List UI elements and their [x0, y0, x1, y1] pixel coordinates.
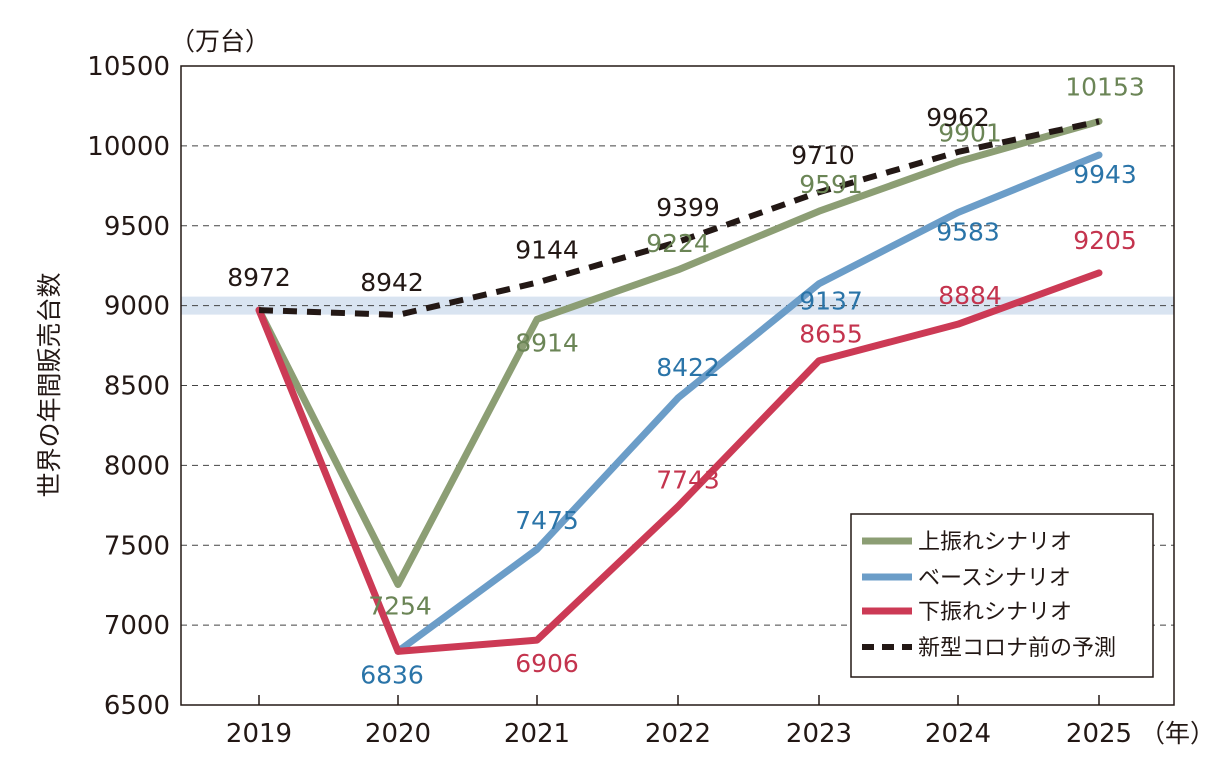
data-label: 9399 — [656, 193, 720, 222]
data-label: 8942 — [360, 268, 424, 297]
y-tick-label: 10500 — [87, 52, 170, 82]
data-label: 10153 — [1065, 72, 1145, 101]
y-tick-label: 10000 — [87, 132, 170, 162]
y-tick-label: 7500 — [104, 531, 170, 561]
y-tick-label: 9500 — [104, 212, 170, 242]
data-label: 9901 — [938, 119, 1002, 148]
data-label: 9710 — [791, 141, 855, 170]
data-label: 9205 — [1073, 226, 1137, 255]
series-line-1 — [394, 151, 1103, 655]
data-label: 7475 — [515, 506, 579, 535]
data-label: 9224 — [646, 229, 710, 258]
data-label: 8972 — [227, 263, 291, 292]
data-label: 9583 — [936, 217, 1000, 246]
data-label: 9137 — [799, 287, 863, 316]
y-tick-label: 8500 — [104, 372, 170, 402]
legend-label: ベースシナリオ — [918, 566, 1071, 591]
x-tick-label: 2024 — [925, 719, 991, 749]
x-unit-label: （年） — [1140, 719, 1215, 748]
y-tick-label: 9000 — [104, 292, 170, 322]
data-label: 9943 — [1073, 160, 1137, 189]
x-tick-label: 2019 — [226, 719, 292, 749]
y-axis-title: 世界の年間販売台数 — [35, 272, 64, 497]
data-label: 7254 — [368, 592, 432, 621]
series-line-2 — [255, 269, 1103, 655]
y-tick-label: 8000 — [104, 451, 170, 481]
x-tick-label: 2021 — [504, 719, 570, 749]
series-line-0 — [255, 117, 1103, 589]
y-unit-label: （万台） — [170, 27, 270, 56]
data-label: 8914 — [515, 328, 579, 357]
series-line-3 — [258, 118, 1100, 318]
legend-label: 下振れシナリオ — [918, 600, 1072, 625]
y-tick-label: 7000 — [104, 611, 170, 641]
data-label: 6906 — [515, 649, 579, 678]
legend-label: 新型コロナ前の予測 — [918, 636, 1116, 661]
legend-label: 上振れシナリオ — [918, 530, 1072, 555]
data-label: 6836 — [360, 660, 424, 689]
x-tick-label: 2025 — [1066, 719, 1132, 749]
data-label: 8884 — [938, 281, 1002, 310]
data-label: 9144 — [515, 236, 579, 265]
y-tick-label: 6500 — [104, 691, 170, 721]
data-label: 9962 — [926, 103, 990, 132]
x-tick-label: 2023 — [786, 719, 852, 749]
data-label: 9591 — [799, 170, 863, 199]
x-tick-label: 2020 — [365, 719, 431, 749]
data-label: 8655 — [799, 320, 863, 349]
data-label: 8422 — [656, 353, 720, 382]
x-tick-label: 2022 — [645, 719, 711, 749]
data-label: 7743 — [656, 465, 720, 494]
